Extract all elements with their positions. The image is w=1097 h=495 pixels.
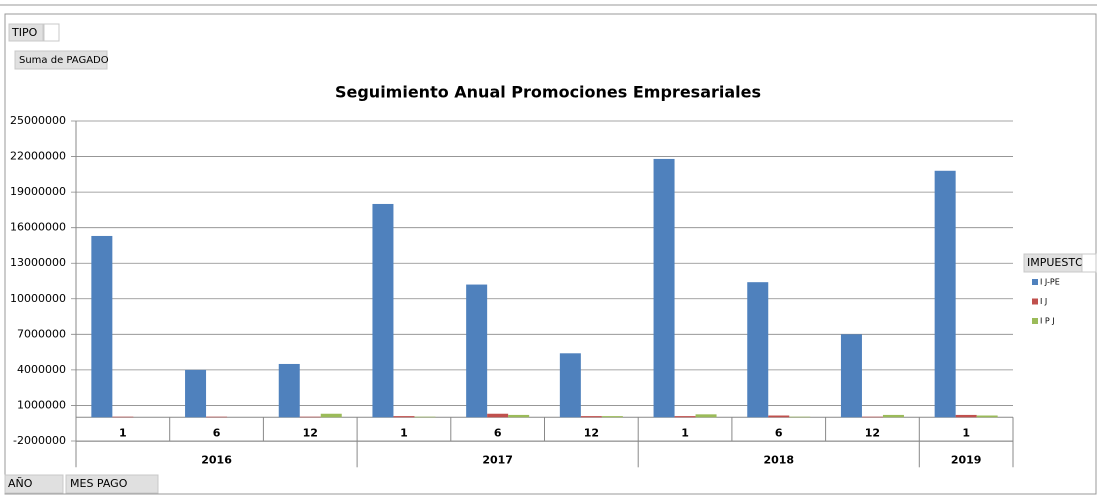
bar (414, 416, 436, 418)
y-tick-label: 4000000 (17, 363, 66, 376)
legend-label: I J (1040, 297, 1047, 306)
bar (278, 363, 300, 418)
y-tick-label: 16000000 (10, 221, 66, 234)
bar (789, 416, 811, 418)
legend-swatch (1032, 318, 1038, 324)
bar (466, 284, 488, 418)
group-label: 2017 (482, 453, 513, 466)
bar (508, 414, 530, 418)
y-tick-label: 7000000 (17, 327, 66, 340)
bar (768, 415, 790, 418)
value-field[interactable]: Suma de PAGADO (19, 55, 109, 66)
dropdown[interactable] (1081, 253, 1097, 273)
x-tick-label: 1 (681, 426, 689, 439)
bar (185, 369, 207, 418)
y-tick-label: 1000000 (17, 398, 66, 411)
bar (861, 416, 883, 418)
group-label: 2016 (201, 453, 232, 466)
axis-field[interactable]: AÑO (8, 477, 33, 490)
legend-swatch (1032, 279, 1038, 285)
x-tick-label: 6 (775, 426, 783, 439)
chart-title: Seguimiento Anual Promociones Empresaria… (335, 83, 761, 102)
x-tick-label: 1 (400, 426, 408, 439)
bar (299, 416, 321, 418)
bar (934, 170, 956, 418)
y-tick-label: 10000000 (10, 292, 66, 305)
filter-button[interactable] (8, 23, 44, 42)
axis-field-button[interactable] (4, 474, 64, 494)
y-tick-label: 22000000 (10, 150, 66, 163)
value-button[interactable] (14, 50, 108, 70)
bar (840, 334, 862, 418)
legend-field[interactable]: IMPUESTO (1027, 256, 1084, 269)
bar (487, 413, 509, 418)
x-tick-label: 12 (303, 426, 318, 439)
legend-swatch (1032, 298, 1038, 305)
bar (955, 414, 977, 418)
x-tick-label: 12 (865, 426, 880, 439)
bar (112, 416, 134, 418)
x-tick-label: 6 (494, 426, 502, 439)
bar (601, 416, 623, 418)
y-tick-label: 13000000 (10, 256, 66, 269)
y-tick-label: -2000000 (13, 434, 66, 447)
x-tick-label: 1 (962, 426, 970, 439)
x-tick-label: 12 (584, 426, 599, 439)
bar (580, 416, 602, 418)
bar (653, 158, 675, 418)
x-tick-label: 1 (119, 426, 127, 439)
axis-field[interactable]: MES PAGO (70, 477, 128, 490)
axis-field-button[interactable] (65, 474, 159, 494)
bar (320, 413, 342, 418)
group-label: 2019 (951, 453, 982, 466)
bar (559, 353, 581, 418)
dropdown[interactable] (43, 23, 60, 42)
group-label: 2018 (763, 453, 794, 466)
filter-field[interactable]: TIPO (11, 26, 38, 39)
bar (91, 235, 113, 418)
bar (393, 416, 415, 418)
bar (882, 414, 904, 418)
legend-label: I J-PE (1040, 278, 1060, 287)
bar (372, 203, 394, 418)
bar (747, 282, 769, 418)
legend-label: I P J (1040, 317, 1055, 326)
bar (976, 415, 998, 418)
bar (206, 416, 228, 418)
bar (695, 414, 717, 418)
x-tick-label: 6 (213, 426, 221, 439)
y-tick-label: 19000000 (10, 185, 66, 198)
bar (674, 416, 696, 418)
y-tick-label: 25000000 (10, 114, 66, 127)
